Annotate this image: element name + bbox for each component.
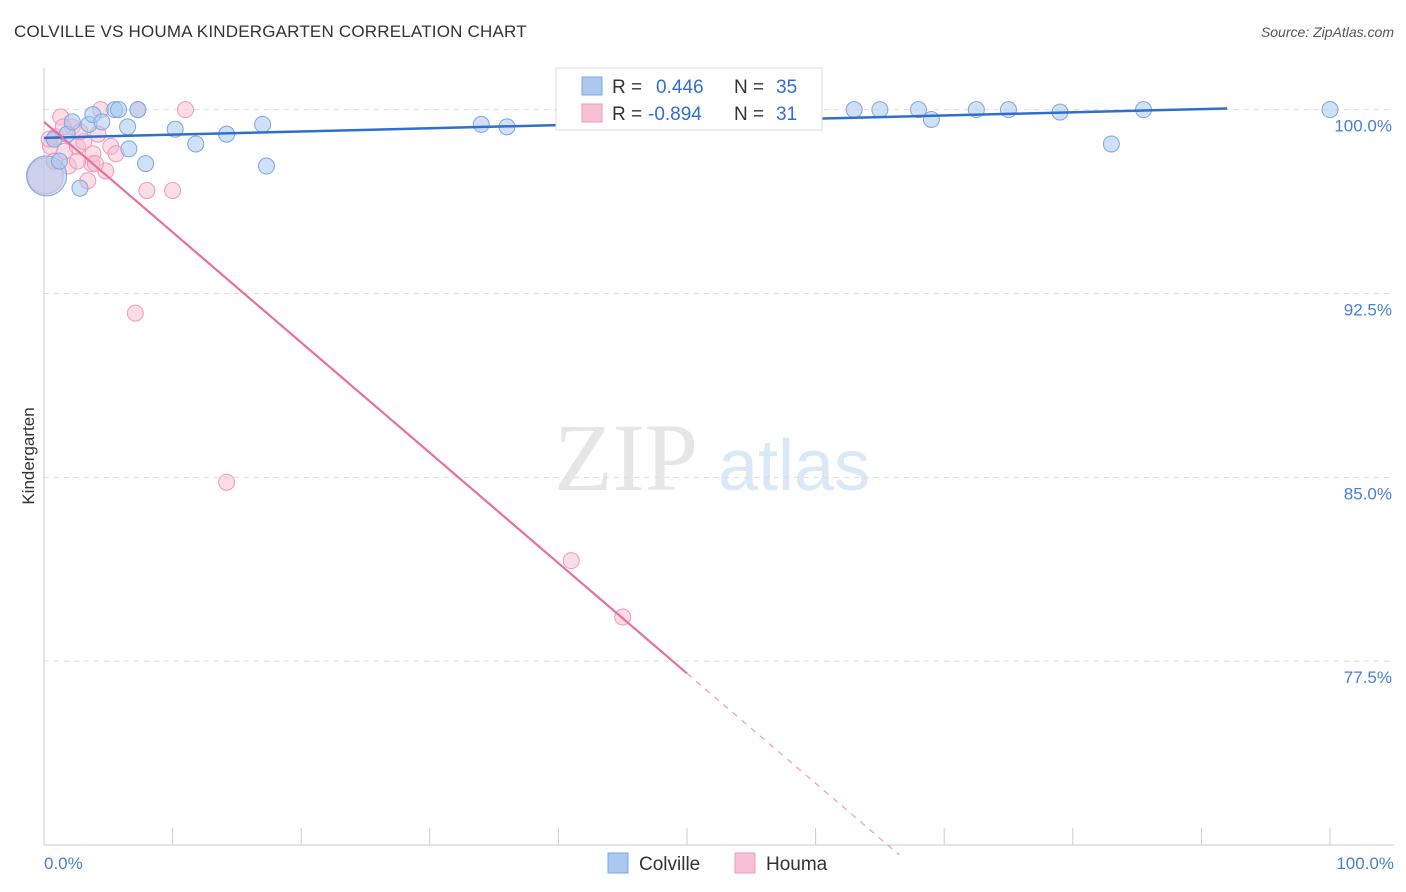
houma-point (126, 304, 144, 322)
colville-point (110, 101, 128, 119)
colville-point (187, 135, 205, 153)
houma-point (68, 152, 86, 170)
bottom-legend-label-colville: Colville (639, 854, 700, 875)
watermark-zip: ZIP (554, 404, 698, 511)
x-tick-label-min: 0.0% (44, 854, 83, 873)
axes (43, 68, 1394, 846)
y-tick-label-2: 85.0% (1344, 484, 1392, 503)
colville-point (137, 155, 155, 173)
chart-title: COLVILLE VS HOUMA KINDERGARTEN CORRELATI… (14, 22, 527, 41)
bottom-legend-swatch-colville (607, 852, 629, 874)
houma-point (86, 155, 104, 173)
colville-point (472, 115, 490, 133)
colville-point (63, 113, 81, 131)
houma-trend-extrapolated (686, 672, 900, 856)
y-axis-label: Kindergarten (19, 407, 38, 504)
watermark-atlas: atlas (718, 426, 870, 506)
colville-point (871, 101, 889, 119)
colville-point (922, 110, 940, 128)
colville-point (909, 101, 927, 119)
x-tick-label-max: 100.0% (1336, 854, 1394, 873)
series-legend: Colville Houma (607, 852, 828, 875)
colville-point (93, 113, 111, 131)
legend-swatch-houma (581, 103, 603, 123)
legend-n-label-colville: N = (734, 77, 764, 98)
colville-point (129, 101, 147, 119)
legend-r-value-houma: -0.894 (648, 104, 702, 125)
colville-point (845, 101, 863, 119)
legend-n-label-houma: N = (734, 104, 764, 125)
houma-point (176, 101, 194, 119)
stats-legend: R = 0.446 N = 35 R = -0.894 N = 31 (555, 67, 823, 131)
chart-source: Source: ZipAtlas.com (1260, 24, 1394, 40)
y-tick-label-1: 92.5% (1344, 301, 1392, 320)
gridlines (44, 109, 1394, 662)
bottom-legend-swatch-houma (734, 852, 756, 874)
houma-point (164, 182, 182, 200)
houma-point (138, 182, 156, 200)
colville-point (119, 118, 137, 136)
legend-swatch-colville (581, 76, 603, 96)
houma-trend-line (43, 121, 688, 675)
legend-r-label-houma: R = (612, 104, 642, 125)
y-tick-label-3: 77.5% (1344, 668, 1392, 687)
colville-points (26, 101, 1339, 197)
x-ticks (43, 828, 1331, 845)
colville-point (257, 157, 275, 175)
legend-n-value-colville: 35 (776, 77, 797, 98)
y-tick-labels: 100.0% 92.5% 85.0% 77.5% (1334, 117, 1392, 687)
colville-point (254, 115, 272, 133)
bottom-legend-label-houma: Houma (766, 854, 828, 875)
colville-point (1000, 101, 1017, 119)
houma-point (218, 473, 236, 491)
houma-point (562, 552, 580, 570)
legend-n-value-houma: 31 (776, 104, 797, 125)
colville-point (120, 140, 138, 158)
colville-point (71, 179, 89, 197)
colville-point (1321, 101, 1339, 119)
legend-r-label-colville: R = (612, 77, 642, 98)
colville-point (50, 152, 68, 170)
colville-point (1102, 135, 1120, 153)
y-tick-label-0: 100.0% (1334, 117, 1392, 136)
legend-r-value-colville: 0.446 (656, 77, 704, 98)
